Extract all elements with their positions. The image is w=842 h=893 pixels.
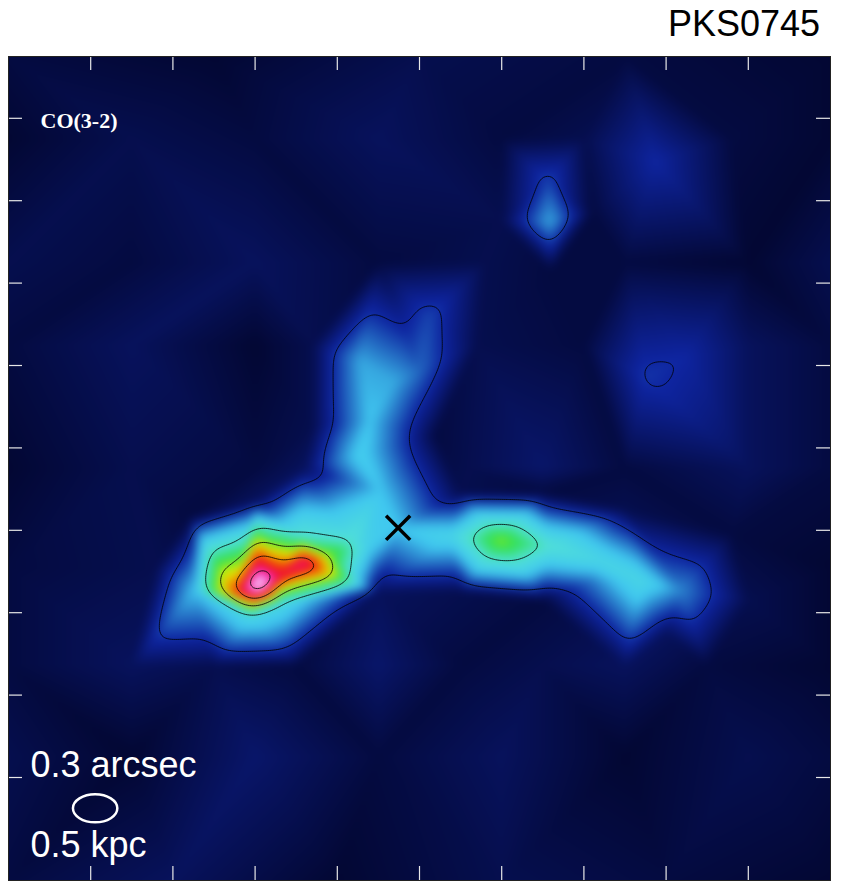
html-text:PKS0745: PKS0745 (667, 3, 820, 44)
svg-text:0.5 kpc: 0.5 kpc (31, 824, 147, 865)
svg-text:CO(3-2): CO(3-2) (41, 108, 118, 133)
svg-text:0.3 arcsec: 0.3 arcsec (31, 744, 197, 785)
